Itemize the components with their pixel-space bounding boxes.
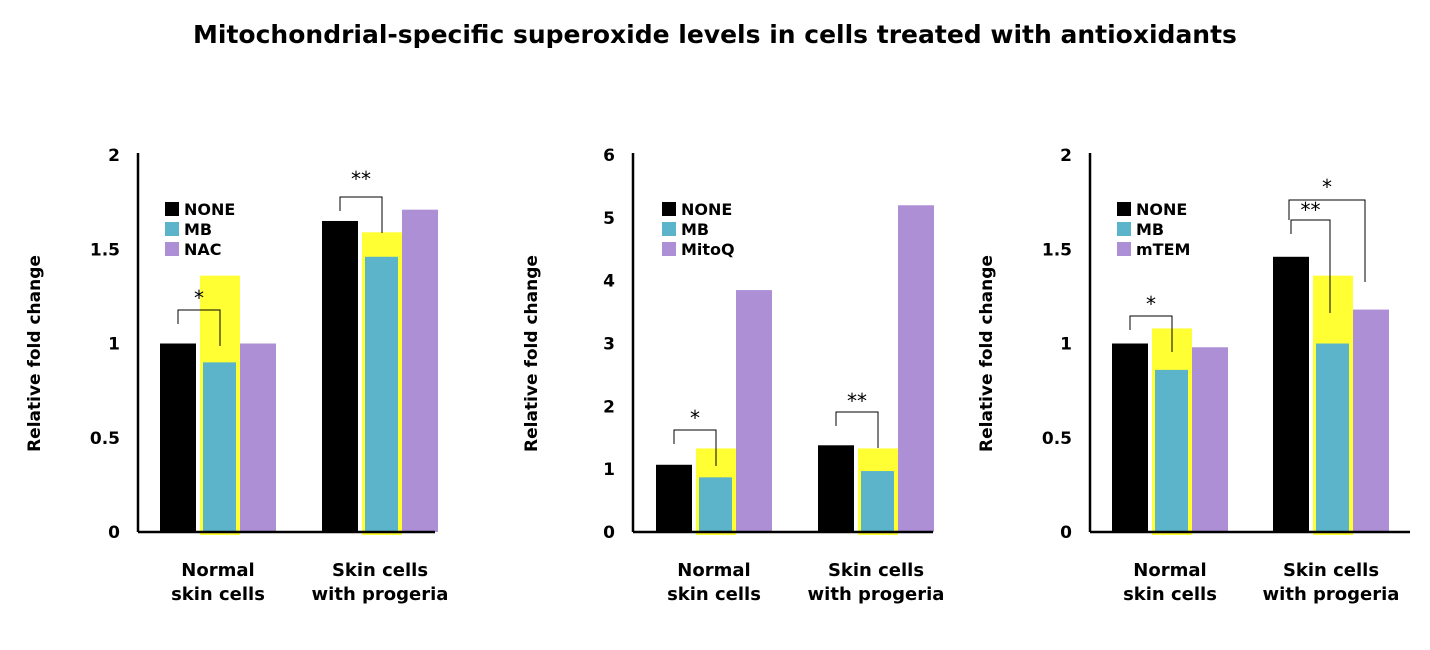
- bar-mb-normal: [699, 477, 732, 532]
- y-tick-label: 2: [108, 146, 120, 166]
- y-axis-label: Relative fold change: [977, 255, 997, 452]
- legend-label: mTEM: [1136, 240, 1190, 259]
- x-category-label: Normal: [677, 560, 750, 581]
- x-category-label: with progeria: [312, 584, 449, 605]
- y-axis-label: Relative fold change: [25, 255, 45, 452]
- bar-mtem-normal: [1192, 347, 1228, 532]
- legend-swatch: [662, 222, 676, 236]
- significance-bracket: [1288, 199, 1366, 282]
- x-category-label: Normal: [181, 560, 254, 581]
- x-category-label: skin cells: [171, 584, 265, 605]
- legend-swatch: [1117, 242, 1131, 256]
- y-tick-label: 0.5: [1042, 429, 1072, 449]
- legend-swatch: [1117, 222, 1131, 236]
- x-category-label: Skin cells: [1283, 560, 1379, 581]
- y-tick-label: 1.5: [1042, 240, 1072, 260]
- bar-none-progeria: [1273, 256, 1309, 532]
- x-category-label: Normal: [1133, 560, 1206, 581]
- significance-marker: **: [847, 389, 867, 413]
- legend-swatch: [1117, 202, 1131, 216]
- bar-mb-progeria: [365, 256, 398, 532]
- legend-swatch: [165, 222, 179, 236]
- bar-nac-progeria: [402, 209, 438, 533]
- y-tick-label: 2: [603, 397, 615, 417]
- y-tick-label: 0.5: [90, 429, 120, 449]
- x-category-label: Skin cells: [828, 560, 924, 581]
- bar-none-progeria: [322, 220, 358, 532]
- y-tick-label: 0: [108, 523, 120, 543]
- y-tick-label: 1: [1060, 335, 1072, 355]
- y-tick-label: 4: [603, 272, 615, 292]
- x-category-label: with progeria: [1263, 584, 1400, 605]
- significance-bracket: [835, 411, 879, 448]
- significance-bracket: [177, 309, 221, 346]
- bar-none-normal: [160, 343, 196, 532]
- bar-mtem-progeria: [1353, 309, 1389, 532]
- legend-swatch: [165, 242, 179, 256]
- bar-mb-progeria: [1316, 343, 1349, 532]
- y-tick-label: 5: [603, 209, 615, 229]
- y-tick-label: 1: [108, 335, 120, 355]
- bar-mitoq-normal: [736, 290, 772, 532]
- bar-mitoq-progeria: [898, 205, 934, 532]
- legend-swatch: [165, 202, 179, 216]
- y-tick-label: 1.5: [90, 240, 120, 260]
- legend-swatch: [662, 242, 676, 256]
- y-tick-label: 0: [1060, 523, 1072, 543]
- legend-label: NONE: [1136, 200, 1187, 219]
- legend-label: NONE: [184, 200, 235, 219]
- significance-marker: *: [194, 286, 204, 310]
- bar-nac-normal: [240, 343, 276, 532]
- page-title: Mitochondrial-specific superoxide levels…: [193, 20, 1237, 49]
- legend-label: MB: [184, 220, 212, 239]
- bar-none-normal: [656, 464, 692, 532]
- y-tick-label: 3: [603, 335, 615, 355]
- legend-label: NAC: [184, 240, 222, 259]
- y-tick-label: 2: [1060, 146, 1072, 166]
- legend-label: MB: [681, 220, 709, 239]
- significance-bracket: [1129, 315, 1173, 352]
- x-category-label: with progeria: [808, 584, 945, 605]
- x-category-label: Skin cells: [332, 560, 428, 581]
- x-category-label: skin cells: [667, 584, 761, 605]
- legend-label: MitoQ: [681, 240, 735, 259]
- significance-marker: *: [690, 406, 700, 430]
- y-axis-label: Relative fold change: [522, 255, 542, 452]
- y-tick-label: 1: [603, 460, 615, 480]
- bar-none-normal: [1112, 343, 1148, 532]
- significance-marker: *: [1322, 175, 1332, 199]
- bar-mb-normal: [203, 362, 236, 532]
- legend-swatch: [662, 202, 676, 216]
- significance-bracket: [1290, 219, 1331, 313]
- legend-label: NONE: [681, 200, 732, 219]
- bar-mb-progeria: [861, 471, 894, 532]
- significance-marker: **: [351, 167, 371, 191]
- x-category-label: skin cells: [1123, 584, 1217, 605]
- y-tick-label: 6: [603, 146, 615, 166]
- significance-marker: *: [1146, 292, 1156, 316]
- bar-none-progeria: [818, 445, 854, 532]
- significance-bracket: [339, 196, 383, 233]
- significance-marker: **: [1301, 198, 1321, 222]
- y-tick-label: 0: [603, 523, 615, 543]
- legend-label: MB: [1136, 220, 1164, 239]
- significance-bracket: [673, 429, 717, 466]
- bar-mb-normal: [1155, 369, 1188, 532]
